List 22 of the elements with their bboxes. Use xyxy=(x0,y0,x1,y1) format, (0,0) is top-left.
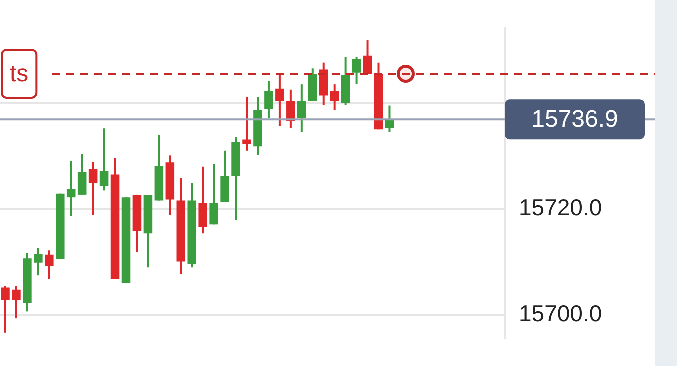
candlestick xyxy=(276,72,284,128)
candlestick xyxy=(352,56,362,86)
candlestick xyxy=(242,96,252,152)
candlestick xyxy=(264,80,274,120)
candlestick xyxy=(286,88,296,130)
candlestick xyxy=(210,163,218,226)
candlestick xyxy=(78,153,87,196)
ref-line-label: 15736.9 xyxy=(532,106,618,134)
candlestick xyxy=(1,285,10,334)
candlestick xyxy=(12,285,21,320)
candlestick xyxy=(363,40,372,75)
candlestick xyxy=(88,161,98,216)
candlestick xyxy=(330,84,340,112)
candlestick xyxy=(45,250,54,280)
ref-line-label: ts xyxy=(10,60,29,88)
y-tick-label: 15720.0 xyxy=(519,194,602,221)
candlestick xyxy=(198,166,208,235)
candlestick xyxy=(66,160,76,218)
candlestick xyxy=(298,84,306,134)
candlestick xyxy=(34,247,43,277)
y-tick-label: 15700.0 xyxy=(519,300,602,327)
candlestick xyxy=(100,128,109,192)
